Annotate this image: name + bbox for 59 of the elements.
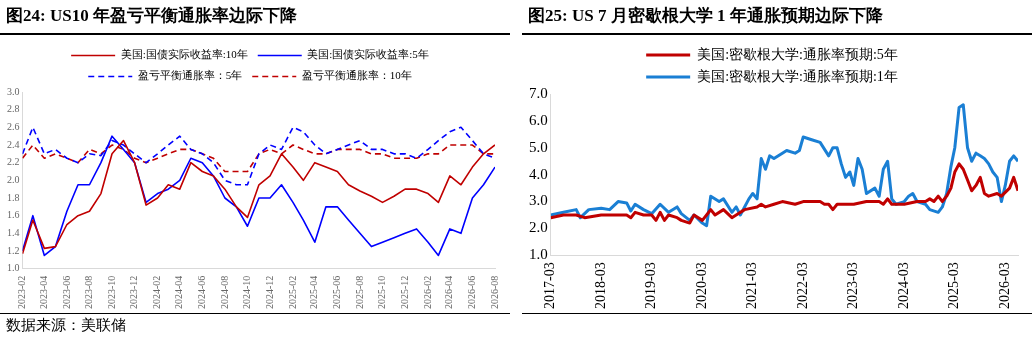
x-tick-label: 2023-06 [60,275,72,310]
y-tick-label: 3.0 [7,85,20,97]
y-tick-label: 7.0 [529,84,548,101]
x-tick-label: 2019-03 [643,262,659,310]
x-tick-label: 2025-06 [331,275,342,310]
y-tick-label: 2.2 [7,156,20,168]
x-tick-label: 2024-02 [151,275,163,310]
chart-title: 图24: US10 年盈亏平衡通胀率边际下降 [6,5,297,27]
y-tick-label: 2.6 [7,120,20,132]
legend-label: 盈亏平衡通胀率：10年 [301,69,412,82]
y-tick-label: 5.0 [529,138,548,155]
y-tick-label: 1.8 [7,191,20,203]
x-tick-label: 2023-08 [83,275,95,310]
y-tick-label: 6.0 [529,111,548,128]
y-tick-label: 2.8 [7,103,20,115]
x-tick-label: 2025-08 [353,275,365,310]
x-tick-label: 2022-03 [794,262,810,310]
x-tick-label: 2018-03 [592,262,608,310]
y-tick-label: 1.4 [7,226,20,238]
y-tick-label: 3.0 [529,192,548,209]
x-tick-label: 2024-03 [896,262,912,310]
x-tick-label: 2025-02 [286,275,298,310]
chart-title: 图25: US 7 月密歇根大学 1 年通胀预期边际下降 [528,5,883,27]
y-tick-label: 1.0 [529,246,548,263]
legend-label: 美国:密歇根大学:通胀率预期:1年 [697,68,898,84]
x-tick-label: 2023-10 [105,275,117,310]
x-tick-label: 2025-03 [946,262,962,310]
y-tick-label: 1.6 [7,209,20,221]
x-tick-label: 2020-03 [693,262,709,310]
x-tick-label: 2017-03 [542,262,558,310]
x-tick-label: 2023-04 [37,275,49,310]
x-tick-label: 2023-12 [128,275,140,310]
legend-label: 美国:国债实际收益率:5年 [307,48,429,61]
legend-label: 美国:国债实际收益率:10年 [120,48,248,61]
y-tick-label: 2.0 [7,173,20,185]
x-tick-label: 2021-03 [744,262,760,310]
y-tick-label: 2.4 [7,138,20,150]
source-note: 数据来源：美联储 [6,316,126,335]
x-tick-label: 2025-12 [398,275,410,310]
x-tick-label: 2024-06 [195,275,207,310]
y-tick-label: 1.0 [7,262,20,274]
x-tick-label: 2024-08 [218,275,230,310]
x-tick-label: 2024-12 [263,275,275,310]
y-tick-label: 1.2 [7,244,20,256]
x-tick-label: 2026-03 [996,262,1012,310]
x-tick-label: 2025-10 [376,275,388,310]
x-tick-label: 2023-03 [845,262,861,310]
legend-label: 美国:密歇根大学:通胀率预期:5年 [697,46,898,62]
x-tick-label: 2026-04 [443,275,455,310]
x-tick-label: 2026-06 [466,275,478,310]
x-tick-label: 2026-08 [488,275,500,310]
x-tick-label: 2024-10 [241,275,253,310]
y-tick-label: 4.0 [529,165,548,182]
x-tick-label: 2024-04 [173,275,185,310]
legend-label: 盈亏平衡通胀率：5年 [137,69,243,82]
y-tick-label: 2.0 [529,219,548,236]
x-tick-label: 2023-02 [16,275,28,310]
x-tick-label: 2026-02 [421,275,433,310]
x-tick-label: 2025-04 [308,275,320,310]
